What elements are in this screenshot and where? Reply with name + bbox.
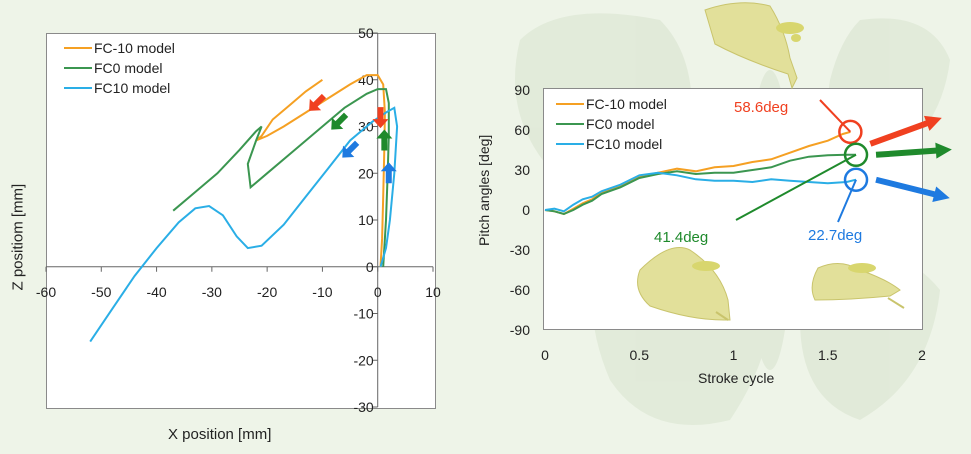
y-tick-label: -30 bbox=[510, 242, 530, 258]
x-tick-label: 10 bbox=[425, 284, 441, 300]
x-tick-label: -40 bbox=[146, 284, 166, 300]
x-tick-label: 0 bbox=[374, 284, 382, 300]
series-line-0 bbox=[544, 130, 851, 216]
direction-arrow bbox=[309, 93, 327, 111]
y-tick-label: -30 bbox=[353, 399, 373, 415]
annotation-label: 58.6deg bbox=[734, 99, 788, 116]
annotation-label: 22.7deg bbox=[808, 227, 862, 244]
x-tick-label: -10 bbox=[312, 284, 332, 300]
wing-model-icon bbox=[637, 247, 731, 321]
x-tick-label: -30 bbox=[202, 284, 222, 300]
y-tick-label: 60 bbox=[514, 122, 530, 138]
direction-arrow bbox=[331, 112, 349, 130]
x-tick-label: 0.5 bbox=[630, 347, 650, 363]
wing-model-icon bbox=[704, 2, 804, 90]
direction-arrow bbox=[380, 162, 397, 184]
y-tick-label: 0 bbox=[366, 259, 374, 275]
y-tick-label: -90 bbox=[510, 322, 530, 338]
legend-label: FC-10 model bbox=[586, 96, 667, 112]
y-tick-label: -20 bbox=[353, 352, 373, 368]
y-tick-label: 0 bbox=[522, 202, 530, 218]
legend-label: FC0 model bbox=[586, 116, 654, 132]
annotation-leader bbox=[837, 179, 857, 223]
left-y-axis-title: Z positiom [mm] bbox=[9, 183, 27, 291]
series-line-1 bbox=[172, 88, 390, 267]
right-x-axis-title: Stroke cycle bbox=[698, 370, 775, 386]
y-tick-label: 10 bbox=[358, 212, 374, 228]
direction-arrow bbox=[342, 140, 360, 158]
annotation-label: 41.4deg bbox=[654, 229, 708, 246]
y-tick-label: 90 bbox=[514, 82, 530, 98]
legend-label: FC10 model bbox=[94, 80, 170, 96]
legend-label: FC10 model bbox=[586, 136, 662, 152]
x-tick-label: -50 bbox=[91, 284, 111, 300]
y-tick-label: 20 bbox=[358, 165, 374, 181]
pitch-chart: 0 0.5 1 1.5 2 90 60 30 0 -30 -60 -90 FC-10 model FC0 … bbox=[510, 82, 952, 363]
left-x-axis-title: X position [mm] bbox=[168, 426, 272, 443]
series-line-2 bbox=[544, 171, 857, 213]
annotation-circle bbox=[838, 119, 863, 145]
wing-model-icon bbox=[811, 263, 905, 309]
x-tick-label: 1.5 bbox=[818, 347, 838, 363]
trajectory-plot-area bbox=[46, 33, 436, 409]
annotation-leader bbox=[819, 99, 852, 133]
series-line-1 bbox=[544, 153, 856, 216]
x-tick-label: 2 bbox=[918, 347, 926, 363]
direction-arrow bbox=[376, 129, 393, 151]
x-tick-label: 1 bbox=[730, 347, 738, 363]
annotation-circle bbox=[843, 142, 869, 168]
y-tick-label: 30 bbox=[514, 162, 530, 178]
annotation-circle bbox=[843, 167, 869, 192]
y-tick-label: -10 bbox=[353, 306, 373, 322]
x-tick-label: -20 bbox=[257, 284, 277, 300]
legend-label: FC-10 model bbox=[94, 40, 175, 56]
series-line-2 bbox=[89, 106, 399, 343]
x-tick-label: 0 bbox=[541, 347, 549, 363]
y-tick-label: -60 bbox=[510, 282, 530, 298]
pitch-direction-arrow bbox=[875, 176, 950, 203]
pitch-direction-arrow bbox=[875, 142, 952, 159]
right-y-axis-title: Pitch angles [deg] bbox=[476, 134, 492, 246]
y-tick-label: 50 bbox=[358, 25, 374, 41]
annotation-leader bbox=[735, 153, 857, 221]
x-tick-label: -60 bbox=[36, 284, 56, 300]
pitch-direction-arrow bbox=[869, 115, 942, 147]
direction-arrow bbox=[372, 107, 389, 129]
legend-label: FC0 model bbox=[94, 60, 162, 76]
trajectory-chart: -60 -50 -40 -30 -20 -10 0 10-30-20-100102030405… bbox=[36, 25, 441, 415]
